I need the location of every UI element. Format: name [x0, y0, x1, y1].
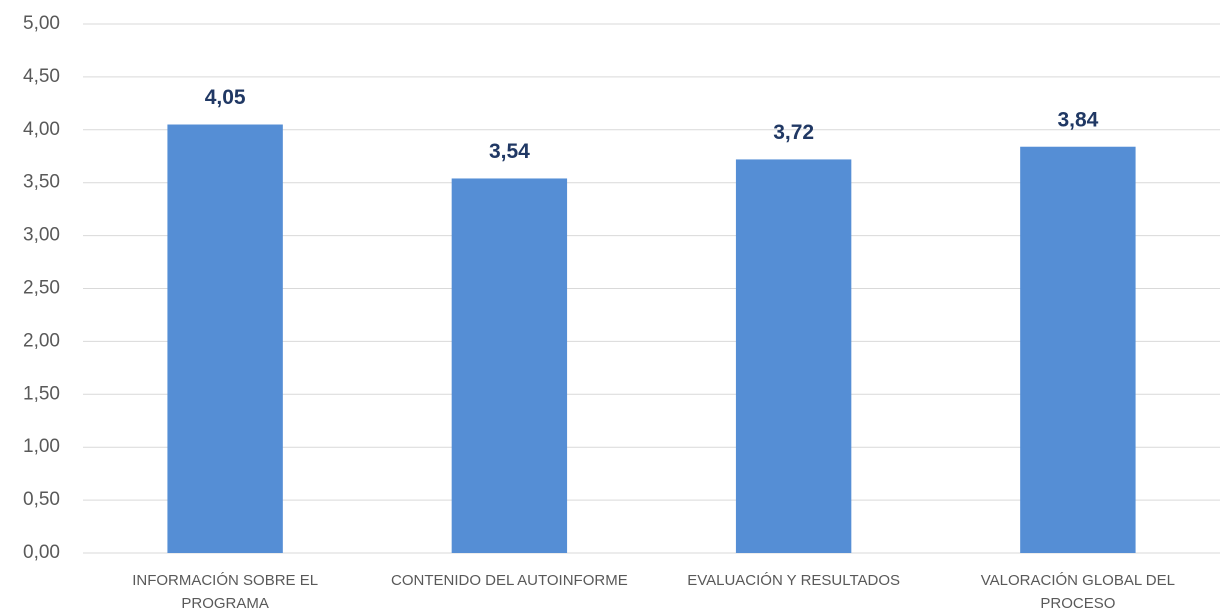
y-tick-label: 3,50 [23, 172, 60, 193]
y-tick-label: 0,00 [23, 542, 60, 563]
y-tick-label: 3,00 [23, 225, 60, 246]
y-tick-label: 1,00 [23, 436, 60, 457]
data-label: 3,72 [773, 121, 814, 144]
y-tick-label: 2,50 [23, 278, 60, 299]
x-tick-label: INFORMACIÓN SOBRE EL PROGRAMA [132, 572, 319, 612]
y-tick-label: 4,00 [23, 119, 60, 140]
y-tick-label: 1,50 [23, 383, 60, 404]
data-label: 4,05 [205, 86, 246, 109]
bar [451, 178, 568, 553]
y-tick-label: 2,00 [23, 330, 60, 351]
x-tick-label: VALORACIÓN GLOBAL DEL PROCESO [980, 572, 1175, 612]
x-tick-label: CONTENIDO DEL AUTOINFORME [391, 572, 628, 589]
y-tick-label: 4,50 [23, 66, 60, 87]
bar [735, 159, 852, 553]
y-tick-label: 0,50 [23, 489, 60, 510]
bar [167, 124, 283, 553]
data-label: 3,54 [489, 140, 530, 163]
bar [1020, 146, 1136, 553]
data-label: 3,84 [1057, 108, 1098, 131]
x-tick-label: EVALUACIÓN Y RESULTADOS [687, 572, 901, 589]
y-tick-label: 5,00 [23, 13, 60, 34]
